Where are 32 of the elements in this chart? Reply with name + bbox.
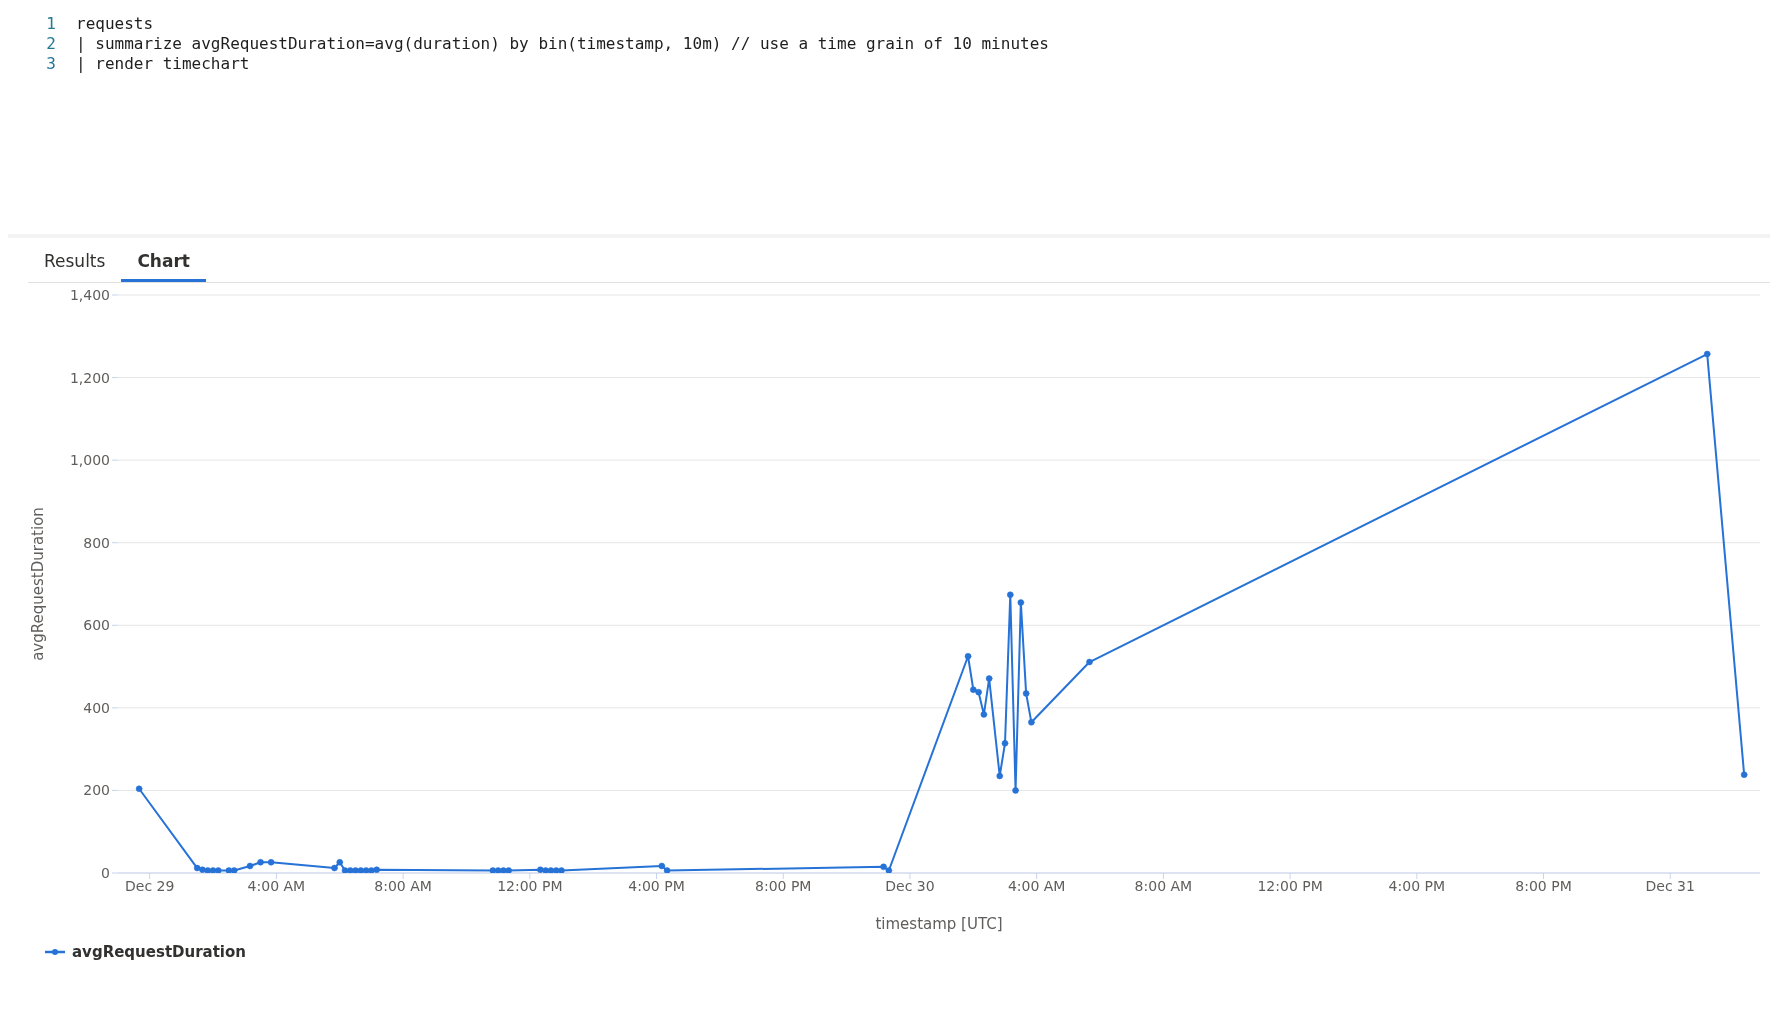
y-axis-title: avgRequestDuration bbox=[29, 507, 48, 661]
x-tick-label: 4:00 PM bbox=[628, 877, 685, 894]
x-tick-label: 8:00 AM bbox=[374, 877, 432, 894]
y-tick-label: 1,400 bbox=[69, 286, 110, 303]
text: | render timechart bbox=[76, 54, 250, 74]
x-tick-label: Dec 30 bbox=[885, 877, 935, 894]
y-tick-label: 400 bbox=[83, 699, 110, 716]
x-tick-label: 4:00 PM bbox=[1388, 877, 1446, 894]
y-tick-label: 0 bbox=[101, 864, 110, 881]
x-tick-label: 8:00 PM bbox=[1515, 877, 1572, 894]
text: | summarize avgRequestDuration=avg(duration) by bin(timestamp, 10m) // use a time grain of 10 minutes bbox=[76, 34, 1049, 54]
text: requests bbox=[76, 14, 154, 34]
y-tick-label: 800 bbox=[83, 534, 110, 551]
x-tick-label: 12:00 PM bbox=[1257, 877, 1323, 894]
y-tick-label: 600 bbox=[83, 617, 110, 634]
x-tick-label: 4:00 AM bbox=[247, 877, 306, 894]
x-tick-label: 8:00 PM bbox=[755, 877, 812, 894]
text: Results bbox=[43, 251, 107, 273]
y-tick-label: 1,000 bbox=[69, 452, 110, 469]
text: 3 bbox=[45, 54, 57, 74]
text: 2 bbox=[45, 34, 57, 54]
text: Chart bbox=[121, 251, 206, 282]
text: 1 bbox=[45, 14, 57, 34]
x-tick-label: Dec 29 bbox=[125, 877, 175, 894]
x-tick-label: 8:00 AM bbox=[1134, 877, 1193, 894]
x-tick-label: Dec 31 bbox=[1645, 877, 1695, 894]
x-tick-label: 12:00 PM bbox=[497, 877, 563, 894]
y-tick-label: 200 bbox=[83, 782, 110, 799]
legend-label: avgRequestDuration bbox=[71, 943, 246, 961]
y-tick-label: 1,200 bbox=[69, 369, 110, 386]
x-axis-title: timestamp [UTC] bbox=[875, 915, 1003, 933]
x-tick-label: 4:00 AM bbox=[1007, 877, 1066, 894]
